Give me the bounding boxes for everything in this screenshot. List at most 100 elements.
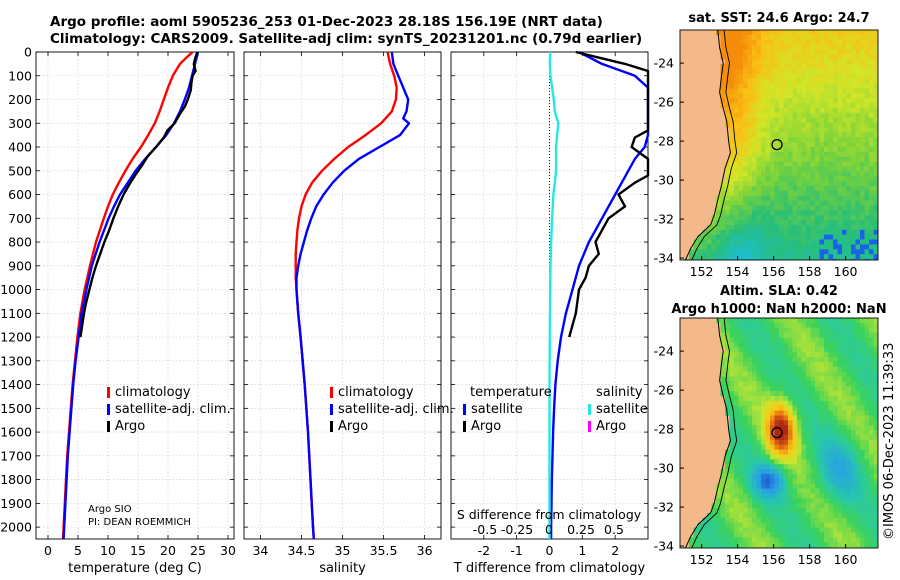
map-cell	[806, 342, 811, 348]
map-cell	[779, 444, 784, 450]
sla-map-title-line2: Argo h1000: NaN h2000: NaN	[671, 302, 886, 317]
map-cell	[752, 49, 757, 55]
map-cell	[783, 156, 789, 162]
map-cell	[779, 532, 784, 538]
map-cell	[761, 415, 766, 421]
map-cell	[873, 439, 878, 446]
map-cell	[779, 522, 784, 528]
map-cell	[756, 34, 762, 41]
map-cell	[765, 78, 771, 84]
map-cell	[743, 142, 748, 148]
map-cell	[752, 44, 757, 50]
map-cell	[765, 166, 771, 172]
map-cell	[819, 220, 825, 226]
map-cell	[792, 469, 798, 475]
map-cell	[837, 517, 843, 524]
map-cell	[846, 386, 852, 392]
map-cell	[833, 176, 838, 182]
map-cell	[846, 161, 852, 167]
map-cell	[765, 73, 771, 80]
map-cell	[842, 322, 847, 329]
x-tick-label: 0	[546, 543, 554, 558]
map-cell	[698, 547, 703, 548]
map-cell	[846, 181, 852, 187]
map-cell	[860, 444, 865, 450]
map-cell	[860, 210, 865, 216]
map-cell	[815, 54, 820, 60]
map-cell	[725, 527, 730, 533]
map-cell	[779, 503, 784, 509]
map-cell	[801, 112, 807, 119]
map-cell	[806, 347, 811, 353]
map-cell	[842, 132, 847, 138]
map-cell	[860, 142, 865, 148]
map-cell	[707, 542, 712, 548]
map-cell	[779, 156, 784, 162]
map-cell	[752, 547, 757, 548]
map-cell	[801, 127, 807, 133]
y-tick-label: 1400	[0, 377, 32, 392]
map-cell	[869, 342, 874, 348]
map-cell	[792, 39, 798, 45]
map-cell	[797, 112, 802, 119]
map-cell	[860, 127, 865, 133]
map-cell	[819, 386, 825, 392]
map-cell	[752, 34, 757, 41]
map-cell	[824, 137, 829, 143]
map-cell	[815, 254, 820, 260]
map-cell	[864, 122, 870, 128]
map-cell	[873, 542, 878, 548]
map-cell	[702, 542, 708, 548]
map-cell	[819, 137, 825, 143]
map-cell	[833, 156, 838, 162]
map-cell	[837, 49, 843, 55]
map-cell	[819, 396, 825, 402]
map-cell	[783, 244, 789, 250]
map-cell	[806, 151, 811, 158]
map-cell	[797, 244, 802, 250]
map-cell	[765, 517, 771, 524]
map-cell	[815, 318, 820, 324]
map-cell	[860, 547, 865, 548]
map-cell	[747, 117, 753, 123]
map-cell	[815, 30, 820, 36]
map-cell	[828, 386, 834, 392]
map-cell	[873, 215, 878, 221]
map-cell	[842, 318, 847, 324]
map-cell	[842, 469, 847, 475]
map-cell	[774, 249, 780, 255]
map-cell	[774, 410, 780, 416]
map-x-tick-label: 158	[798, 264, 822, 279]
map-cell	[842, 357, 847, 363]
map-cell	[797, 108, 802, 114]
map-cell	[855, 522, 861, 528]
map-cell	[725, 522, 730, 528]
map-cell	[738, 44, 744, 50]
map-cell	[761, 498, 766, 504]
map-cell	[801, 171, 807, 177]
map-cell	[797, 396, 802, 402]
map-cell	[873, 357, 878, 363]
map-cell	[770, 108, 775, 114]
map-cell	[806, 59, 811, 65]
map-cell	[806, 410, 811, 416]
map-cell	[873, 322, 878, 329]
map-cell	[756, 322, 762, 329]
map-cell	[855, 527, 861, 533]
map-cell	[810, 146, 816, 153]
map-cell	[842, 366, 847, 372]
map-cell	[842, 376, 847, 382]
map-cell	[729, 405, 735, 411]
map-cell	[774, 176, 780, 182]
map-cell	[792, 425, 798, 431]
map-cell	[788, 151, 793, 158]
map-cell	[810, 142, 816, 148]
map-cell	[860, 503, 865, 509]
map-cell	[801, 205, 807, 211]
map-cell	[815, 88, 820, 94]
map-cell	[851, 444, 856, 450]
map-cell	[734, 357, 739, 363]
map-cell	[725, 357, 730, 363]
map-cell	[833, 137, 838, 143]
map-cell	[734, 137, 739, 143]
